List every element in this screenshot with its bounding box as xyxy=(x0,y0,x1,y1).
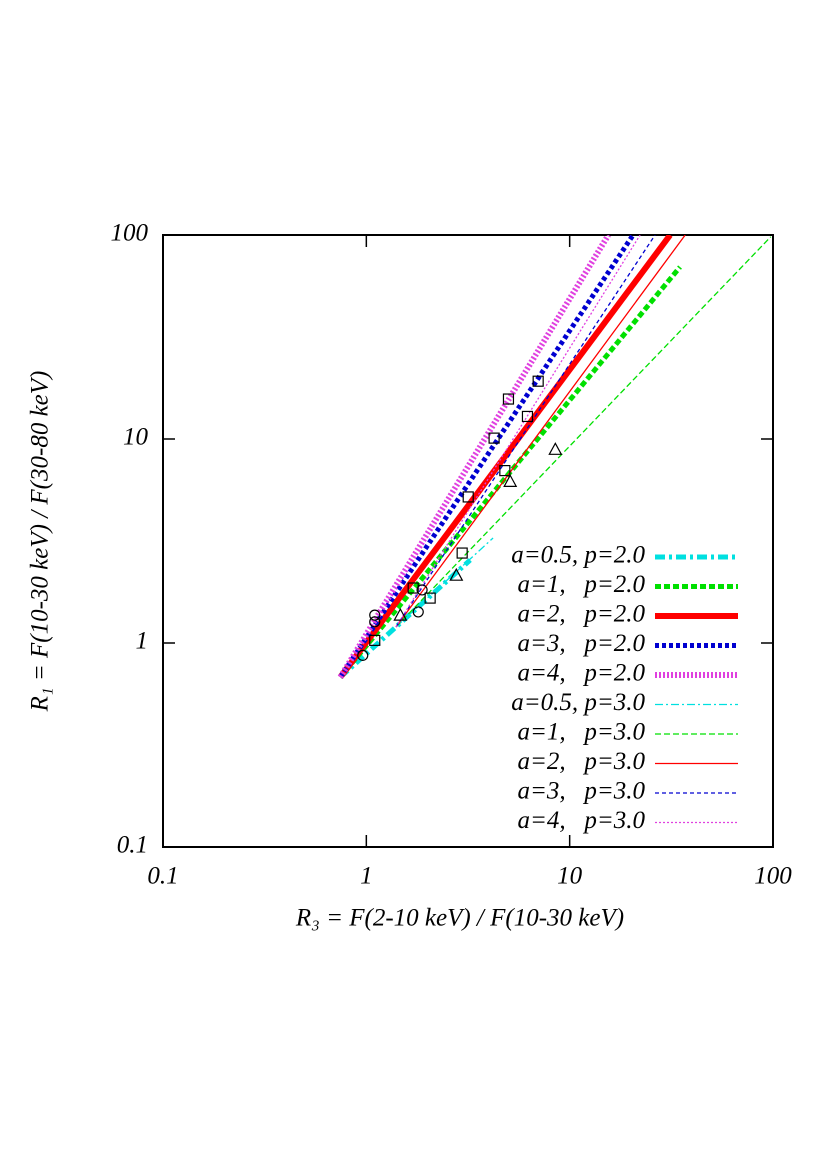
series-line xyxy=(395,235,641,628)
legend-label: a=3, p=3.0 xyxy=(518,778,646,805)
marker-circle xyxy=(369,616,381,628)
legend-label: a=2, p=3.0 xyxy=(518,748,646,775)
legend-label: a=4, p=2.0 xyxy=(518,660,646,687)
legend-label: a=0.5, p=3.0 xyxy=(511,689,645,716)
series-line xyxy=(338,235,636,679)
marker-square xyxy=(499,465,511,477)
marker-square xyxy=(462,491,474,503)
series-line xyxy=(395,537,494,628)
legend-label: a=0.5, p=2.0 xyxy=(511,542,645,569)
y-tick-label: 10 xyxy=(123,424,149,451)
marker-square xyxy=(488,432,500,444)
marker-square xyxy=(407,582,419,594)
legend-label: a=3, p=2.0 xyxy=(518,630,646,657)
x-tick-label: 100 xyxy=(754,863,792,890)
marker-square xyxy=(369,634,381,646)
marker-square xyxy=(532,375,544,387)
marker-square xyxy=(521,410,534,423)
legend-label: a=1, p=3.0 xyxy=(518,719,646,746)
x-tick-label: 0.1 xyxy=(147,863,178,890)
series-line xyxy=(395,235,656,628)
marker-triangle xyxy=(503,474,518,487)
plot-lines xyxy=(337,235,772,680)
legend-label: a=2, p=2.0 xyxy=(518,601,646,628)
series-line xyxy=(395,235,686,628)
marker-circle xyxy=(412,606,424,618)
x-axis-label: R₃ = F(2-10 keV) / F(10-30 keV) xyxy=(295,905,624,932)
series-line xyxy=(337,235,673,679)
marker-circle xyxy=(369,609,381,621)
marker-square xyxy=(502,393,515,405)
legend-label: a=4, p=3.0 xyxy=(518,807,646,834)
y-tick-label: 1 xyxy=(136,628,149,655)
series-line xyxy=(395,236,772,628)
marker-triangle xyxy=(449,567,464,581)
x-tick-label: 1 xyxy=(360,863,373,890)
y-tick-label: 100 xyxy=(111,220,149,247)
plot-frame xyxy=(162,234,774,848)
marker-triangle xyxy=(393,607,408,621)
y-axis-label: R₁ = F(10-30 keV) / F(30-80 keV) xyxy=(27,371,54,713)
x-tick-label: 10 xyxy=(557,863,583,890)
marker-square xyxy=(424,592,436,604)
y-tick-label: 0.1 xyxy=(117,832,148,859)
marker-circle xyxy=(416,584,428,596)
marker-circle xyxy=(357,649,369,661)
legend-label: a=1, p=2.0 xyxy=(518,571,646,598)
marker-square xyxy=(456,547,468,559)
marker-triangle xyxy=(548,442,563,455)
